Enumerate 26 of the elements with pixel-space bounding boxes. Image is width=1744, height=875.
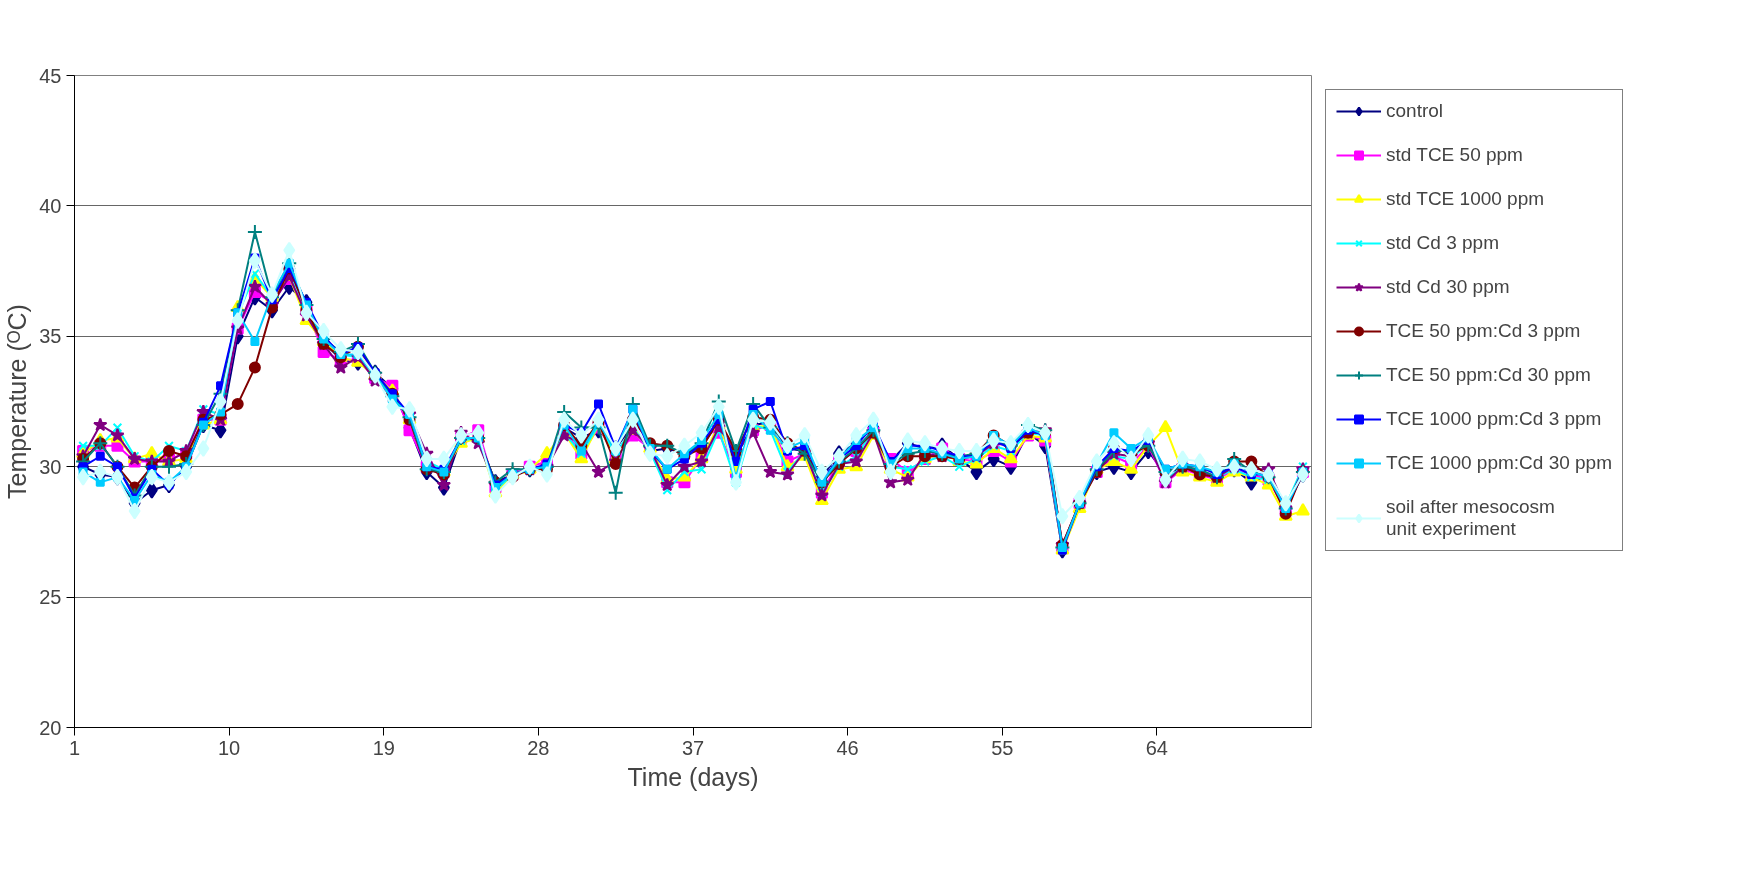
x-tick-label: 10 — [218, 736, 241, 759]
y-tick-label: 40 — [39, 194, 62, 217]
y-tick-label: 35 — [39, 325, 62, 348]
y-tick-label: 25 — [39, 586, 62, 609]
x-tick-label: 19 — [372, 736, 395, 759]
y-tick-label: 45 — [39, 64, 62, 87]
x-tick-label: 1 — [68, 736, 81, 759]
x-tick-label: 28 — [527, 736, 550, 759]
legend-label: soil after mesocosm unit experiment — [1386, 496, 1555, 540]
legend-label: std TCE 1000 ppm — [1386, 188, 1545, 210]
x-axis-title: Time (days) — [627, 762, 759, 791]
legend-label: control — [1386, 100, 1444, 122]
x-tick-label: 64 — [1145, 736, 1168, 759]
y-tick-label: 20 — [39, 716, 62, 739]
legend-label: TCE 1000 ppm:Cd 3 ppm — [1386, 408, 1602, 430]
legend-label: TCE 1000 ppm:Cd 30 ppm — [1386, 452, 1613, 474]
x-tick-label: 46 — [836, 736, 859, 759]
x-tick-label: 55 — [991, 736, 1014, 759]
legend-label: std TCE 50 ppm — [1386, 144, 1523, 166]
y-axis-title: Temperature (ᴼC) — [3, 304, 32, 499]
y-tick-label: 30 — [39, 455, 62, 478]
legend-label: TCE 50 ppm:Cd 3 ppm — [1386, 320, 1581, 342]
legend-label: TCE 50 ppm:Cd 30 ppm — [1386, 364, 1591, 386]
legend-label: std Cd 30 ppm — [1386, 276, 1510, 298]
x-tick-label: 37 — [681, 736, 705, 759]
legend-label: std Cd 3 ppm — [1386, 232, 1499, 254]
